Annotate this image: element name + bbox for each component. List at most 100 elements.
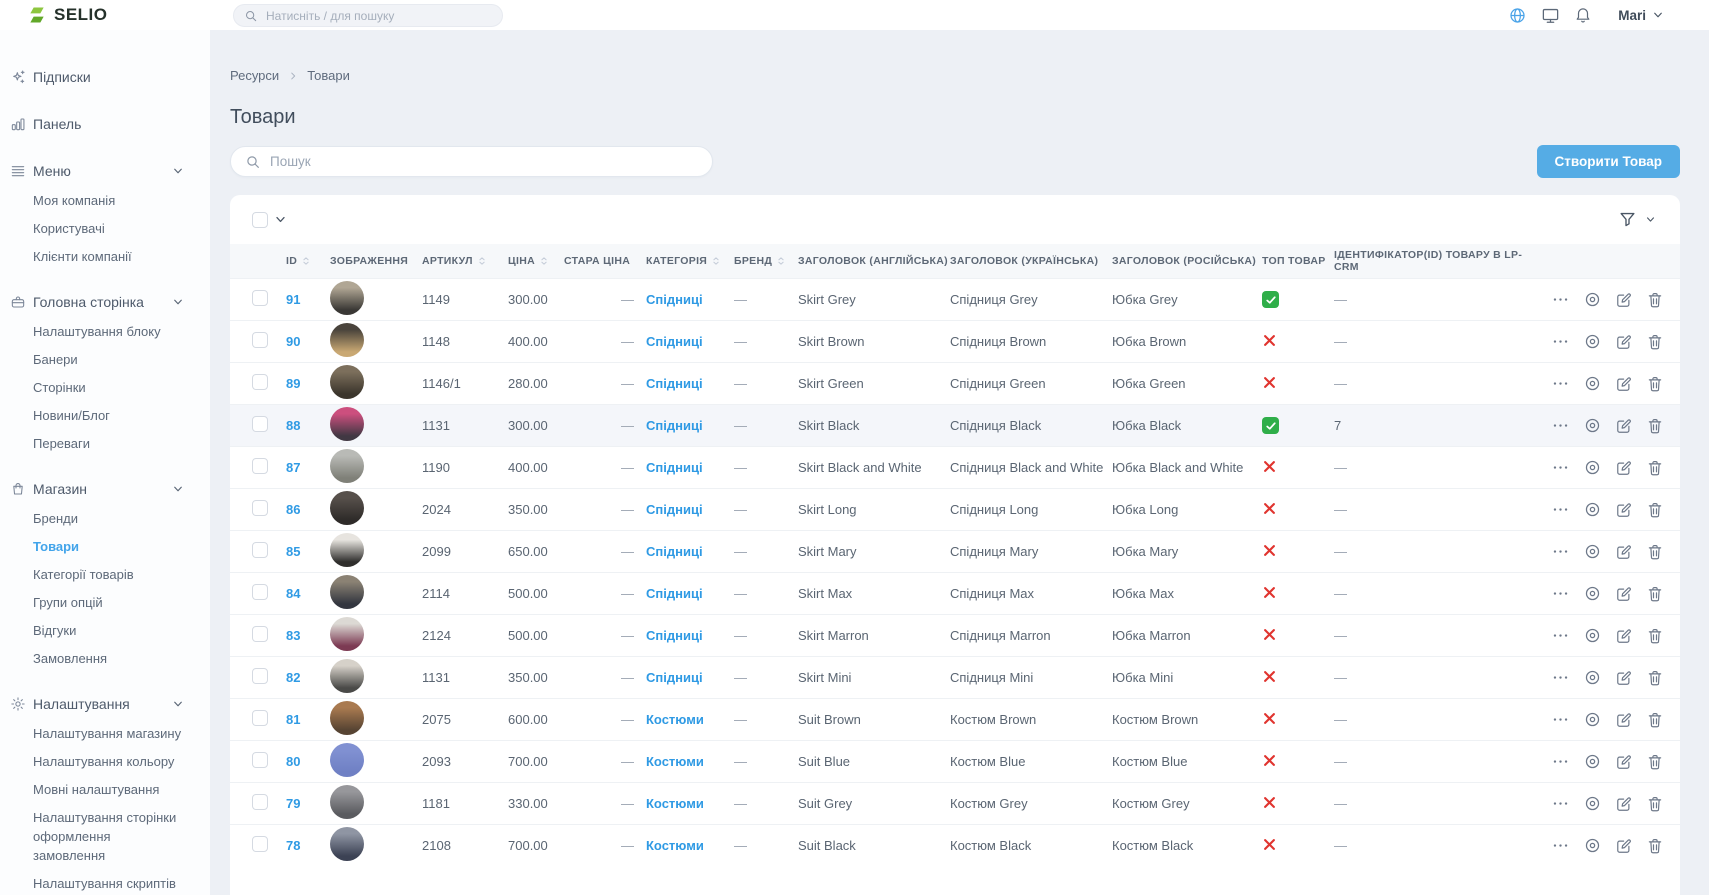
- edit-icon[interactable]: [1615, 417, 1633, 435]
- category-link[interactable]: Спідниці: [646, 502, 703, 517]
- global-search[interactable]: [233, 4, 503, 27]
- sidebar-subitem[interactable]: Мовні налаштування: [33, 782, 160, 797]
- row-checkbox[interactable]: [252, 542, 268, 558]
- category-link[interactable]: Спідниці: [646, 418, 703, 433]
- product-id-link[interactable]: 78: [286, 838, 301, 853]
- sidebar-subitem[interactable]: Товари: [33, 539, 80, 554]
- more-actions-button[interactable]: [1551, 626, 1570, 645]
- row-checkbox[interactable]: [252, 626, 268, 642]
- delete-icon[interactable]: [1646, 375, 1664, 393]
- sidebar-item[interactable]: Панель: [10, 113, 184, 135]
- sidebar-subitem[interactable]: Налаштування магазину: [33, 726, 182, 741]
- monitor-icon[interactable]: [1541, 6, 1560, 25]
- row-checkbox[interactable]: [252, 416, 268, 432]
- delete-icon[interactable]: [1646, 753, 1664, 771]
- category-link[interactable]: Костюми: [646, 754, 704, 769]
- sidebar-subitem[interactable]: Новини/Блог: [33, 408, 110, 423]
- breadcrumb-item[interactable]: Ресурси: [230, 68, 280, 83]
- edit-icon[interactable]: [1615, 543, 1633, 561]
- delete-icon[interactable]: [1646, 333, 1664, 351]
- row-checkbox[interactable]: [252, 836, 268, 852]
- edit-icon[interactable]: [1615, 585, 1633, 603]
- delete-icon[interactable]: [1646, 291, 1664, 309]
- sidebar-subitem[interactable]: Категорії товарів: [33, 567, 134, 582]
- sidebar-subitem[interactable]: Банери: [33, 352, 78, 367]
- sidebar-item[interactable]: Головна сторінка: [10, 291, 184, 313]
- product-id-link[interactable]: 87: [286, 460, 301, 475]
- view-icon[interactable]: [1583, 794, 1602, 813]
- category-link[interactable]: Костюми: [646, 712, 704, 727]
- edit-icon[interactable]: [1615, 795, 1633, 813]
- product-id-link[interactable]: 84: [286, 586, 301, 601]
- view-icon[interactable]: [1583, 710, 1602, 729]
- more-actions-button[interactable]: [1551, 668, 1570, 687]
- edit-icon[interactable]: [1615, 501, 1633, 519]
- row-checkbox[interactable]: [252, 584, 268, 600]
- view-icon[interactable]: [1583, 290, 1602, 309]
- product-id-link[interactable]: 91: [286, 292, 301, 307]
- sidebar-item[interactable]: Меню: [10, 160, 184, 182]
- more-actions-button[interactable]: [1551, 458, 1570, 477]
- sidebar-subitem[interactable]: Користувачі: [33, 221, 105, 236]
- sidebar-subitem[interactable]: Налаштування скриптів: [33, 876, 176, 891]
- product-id-link[interactable]: 81: [286, 712, 301, 727]
- category-link[interactable]: Спідниці: [646, 586, 703, 601]
- edit-icon[interactable]: [1615, 333, 1633, 351]
- global-search-input[interactable]: [266, 8, 492, 23]
- column-header[interactable]: АРТИКУЛ: [422, 255, 508, 267]
- more-actions-button[interactable]: [1551, 332, 1570, 351]
- sidebar-item[interactable]: Налаштування: [10, 693, 184, 715]
- edit-icon[interactable]: [1615, 711, 1633, 729]
- sidebar-subitem[interactable]: Моя компанія: [33, 193, 116, 208]
- create-product-button[interactable]: Створити Товар: [1536, 145, 1680, 178]
- edit-icon[interactable]: [1615, 375, 1633, 393]
- sidebar-subitem[interactable]: Групи опцій: [33, 595, 103, 610]
- delete-icon[interactable]: [1646, 795, 1664, 813]
- view-icon[interactable]: [1583, 626, 1602, 645]
- sidebar-subitem[interactable]: Переваги: [33, 436, 91, 451]
- category-link[interactable]: Спідниці: [646, 460, 703, 475]
- column-header[interactable]: КАТЕГОРІЯ: [646, 255, 734, 267]
- row-checkbox[interactable]: [252, 794, 268, 810]
- delete-icon[interactable]: [1646, 501, 1664, 519]
- view-icon[interactable]: [1583, 542, 1602, 561]
- category-link[interactable]: Спідниці: [646, 544, 703, 559]
- more-actions-button[interactable]: [1551, 584, 1570, 603]
- view-icon[interactable]: [1583, 836, 1602, 855]
- more-actions-button[interactable]: [1551, 710, 1570, 729]
- view-icon[interactable]: [1583, 752, 1602, 771]
- row-checkbox[interactable]: [252, 710, 268, 726]
- view-icon[interactable]: [1583, 500, 1602, 519]
- sidebar-subitem[interactable]: Сторінки: [33, 380, 86, 395]
- product-id-link[interactable]: 85: [286, 544, 301, 559]
- delete-icon[interactable]: [1646, 585, 1664, 603]
- column-header[interactable]: ID: [286, 255, 330, 267]
- select-all-checkbox[interactable]: [252, 211, 268, 228]
- view-icon[interactable]: [1583, 332, 1602, 351]
- category-link[interactable]: Спідниці: [646, 334, 703, 349]
- sidebar-item[interactable]: Магазин: [10, 478, 184, 500]
- sidebar-item[interactable]: Підписки: [10, 66, 184, 88]
- view-icon[interactable]: [1583, 668, 1602, 687]
- chevron-down-icon[interactable]: [274, 213, 287, 226]
- table-search[interactable]: [230, 146, 713, 177]
- product-id-link[interactable]: 90: [286, 334, 301, 349]
- sidebar-subitem[interactable]: Відгуки: [33, 623, 77, 638]
- edit-icon[interactable]: [1615, 459, 1633, 477]
- globe-icon[interactable]: [1508, 6, 1527, 25]
- sidebar-subitem[interactable]: Замовлення: [33, 651, 108, 666]
- more-actions-button[interactable]: [1551, 290, 1570, 309]
- more-actions-button[interactable]: [1551, 416, 1570, 435]
- row-checkbox[interactable]: [252, 668, 268, 684]
- delete-icon[interactable]: [1646, 543, 1664, 561]
- more-actions-button[interactable]: [1551, 542, 1570, 561]
- view-icon[interactable]: [1583, 374, 1602, 393]
- column-header[interactable]: ЦІНА: [508, 255, 564, 267]
- sidebar-subitem[interactable]: Налаштування кольору: [33, 754, 175, 769]
- more-actions-button[interactable]: [1551, 500, 1570, 519]
- delete-icon[interactable]: [1646, 627, 1664, 645]
- more-actions-button[interactable]: [1551, 752, 1570, 771]
- product-id-link[interactable]: 79: [286, 796, 301, 811]
- product-id-link[interactable]: 86: [286, 502, 301, 517]
- product-id-link[interactable]: 82: [286, 670, 301, 685]
